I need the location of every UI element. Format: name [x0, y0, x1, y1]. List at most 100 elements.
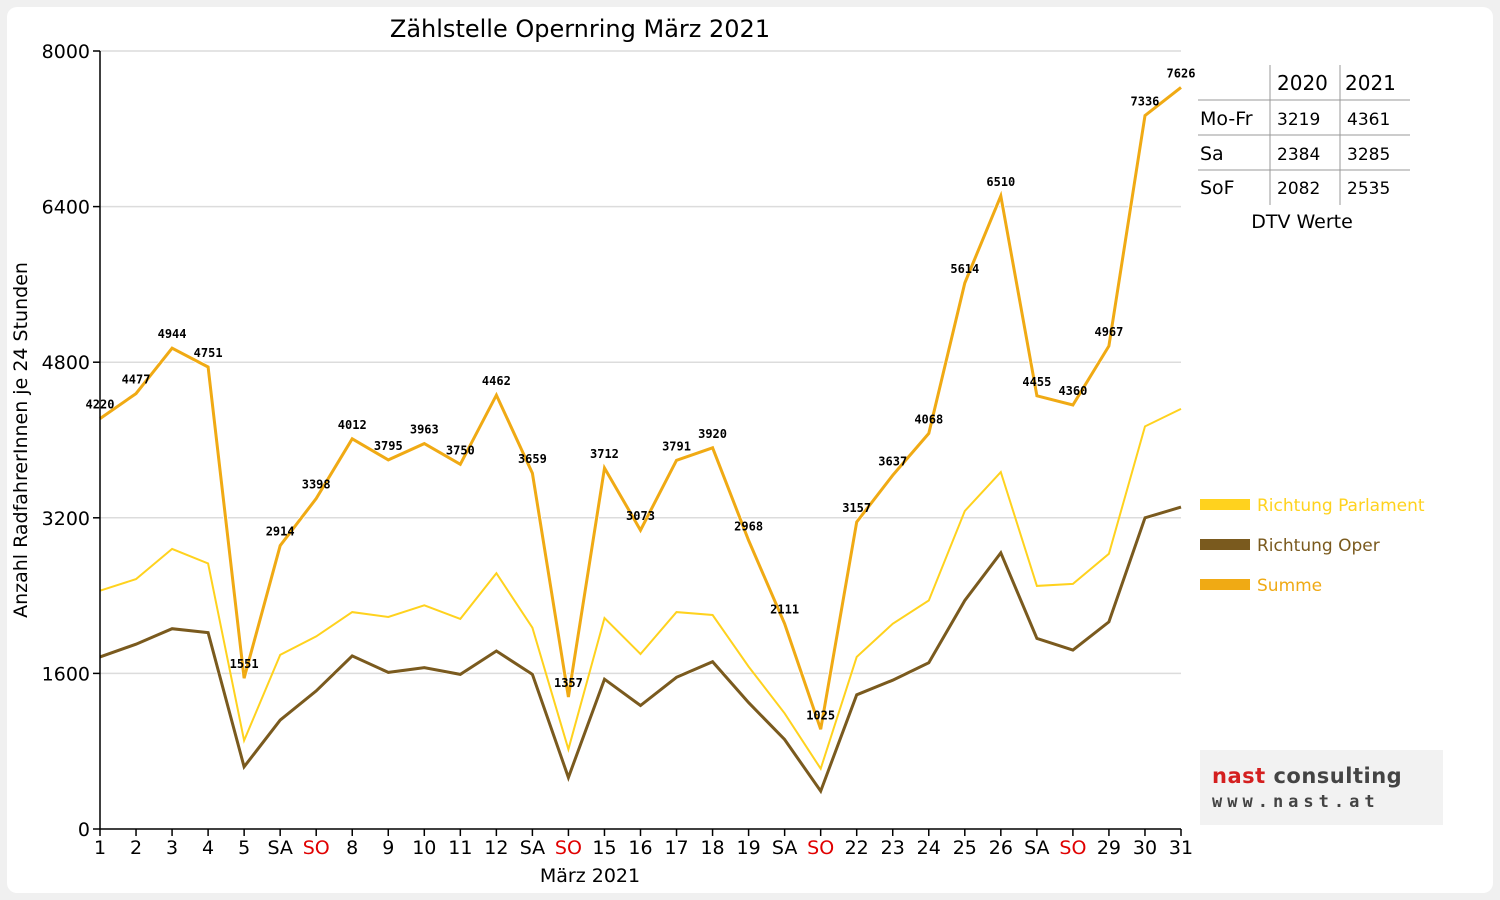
y-axis-label: Anzahl RadfahrerInnen je 24 Stunden — [10, 262, 32, 618]
x-tick-label: 22 — [845, 837, 869, 859]
logo-name: nast consulting — [1212, 764, 1402, 788]
y-tick-labels: 0 1600 3200 4800 6400 8000 — [42, 41, 90, 841]
data-labels: 4220 4477 4944 4751 1551 2914 3398 4012 3795 3963… — [86, 66, 1196, 722]
dtv-cell: 2082 — [1277, 179, 1320, 199]
data-label: 3750 — [446, 443, 475, 457]
gridlines — [100, 50, 1181, 675]
logo-name-part2: consulting — [1265, 764, 1403, 788]
data-label: 7336 — [1131, 95, 1160, 109]
series-line — [99, 505, 1182, 795]
data-label: 2111 — [770, 603, 799, 617]
x-tick-label: SO — [555, 837, 582, 859]
dtv-cell: 3219 — [1277, 110, 1320, 130]
x-tick-labels: 1 2 3 4 5 SA SO 8 9 10 11 12 SA SO 15 16 17 18 19 SA SO 22 23 2… — [94, 837, 1193, 859]
data-label: 3659 — [518, 452, 547, 466]
x-tick-label: 4 — [202, 837, 214, 859]
y-tick-label: 6400 — [42, 197, 90, 219]
axes — [93, 50, 1182, 836]
chart-panel — [7, 7, 1493, 893]
x-tick-label: 10 — [412, 837, 436, 859]
dtv-caption: DTV Werte — [1251, 211, 1353, 233]
data-label: 4477 — [122, 373, 151, 387]
legend-label: Richtung Parlament — [1257, 496, 1425, 516]
x-tick-label: 31 — [1169, 837, 1193, 859]
data-label: 2968 — [734, 519, 763, 533]
dtv-table: 2020 2021 Mo-Fr 3219 4361 Sa 2384 3285 S… — [1198, 65, 1410, 233]
y-tick-label: 0 — [78, 819, 90, 841]
data-label: 6510 — [986, 175, 1015, 189]
dtv-cell: 2384 — [1277, 145, 1320, 165]
legend-swatch — [1200, 579, 1250, 590]
data-label: 3795 — [374, 439, 403, 453]
x-tick-label: 8 — [346, 837, 358, 859]
x-tick-label: 9 — [382, 837, 394, 859]
data-label: 1025 — [806, 708, 835, 722]
y-tick-label: 3200 — [42, 508, 90, 530]
x-tick-label: SO — [303, 837, 330, 859]
dtv-cell: 2535 — [1347, 179, 1390, 199]
dtv-header-2021: 2021 — [1345, 71, 1396, 95]
series-line-halo — [99, 504, 1182, 796]
data-label: 1551 — [230, 657, 259, 671]
legend-swatch — [1200, 539, 1250, 550]
x-tick-label: 25 — [953, 837, 977, 859]
data-label: 4012 — [338, 418, 367, 432]
x-tick-label: 16 — [628, 837, 652, 859]
series-line-halo — [98, 85, 1183, 731]
data-label: 4068 — [914, 412, 943, 426]
data-label: 4751 — [194, 346, 223, 360]
dtv-row-label: Sa — [1200, 143, 1224, 165]
series-line — [99, 408, 1182, 772]
data-label: 2914 — [266, 525, 295, 539]
x-tick-label: 11 — [448, 837, 472, 859]
x-axis-label: März 2021 — [540, 865, 640, 887]
data-label: 3963 — [410, 423, 439, 437]
chart-title: Zählstelle Opernring März 2021 — [390, 15, 770, 43]
x-tick-label: 24 — [917, 837, 941, 859]
x-tick-label: 3 — [166, 837, 178, 859]
dtv-row-label: SoF — [1200, 177, 1235, 199]
legend: Richtung Parlament Richtung Oper Summe — [1200, 496, 1425, 596]
x-tick-label: 2 — [130, 837, 142, 859]
data-label: 3920 — [698, 427, 727, 441]
data-label: 3398 — [302, 478, 331, 492]
y-tick-label: 4800 — [42, 352, 90, 374]
data-label: 3073 — [626, 509, 655, 523]
data-label: 3637 — [878, 454, 907, 468]
legend-swatch — [1200, 499, 1250, 510]
x-tick-label: SA — [267, 837, 292, 859]
x-tick-label: SO — [1059, 837, 1086, 859]
x-tick-label: SO — [807, 837, 834, 859]
dtv-cell: 4361 — [1347, 110, 1390, 130]
data-label: 4360 — [1058, 384, 1087, 398]
data-label: 4462 — [482, 374, 511, 388]
data-label: 3157 — [842, 501, 871, 515]
x-tick-label: SA — [1024, 837, 1049, 859]
x-tick-label: 5 — [238, 837, 250, 859]
x-tick-label: 18 — [700, 837, 724, 859]
dtv-row-label: Mo-Fr — [1200, 108, 1253, 130]
x-tick-label: 19 — [737, 837, 761, 859]
y-tick-label: 8000 — [42, 41, 90, 63]
data-label: 4220 — [86, 398, 115, 412]
data-label: 3791 — [662, 439, 691, 453]
x-tick-label: 26 — [989, 837, 1013, 859]
x-tick-label: SA — [772, 837, 797, 859]
dtv-header-2020: 2020 — [1277, 71, 1328, 95]
data-label: 4967 — [1094, 325, 1123, 339]
data-label: 4944 — [158, 327, 187, 341]
logo-url: www.nast.at — [1212, 792, 1380, 812]
y-tick-label: 1600 — [42, 663, 90, 685]
legend-label: Summe — [1257, 576, 1322, 596]
series-lines — [98, 85, 1183, 796]
x-tick-label: 1 — [94, 837, 106, 859]
dtv-cell: 3285 — [1347, 145, 1390, 165]
x-tick-label: 23 — [881, 837, 905, 859]
x-tick-label: 29 — [1097, 837, 1121, 859]
x-tick-label: SA — [520, 837, 545, 859]
x-tick-label: 17 — [664, 837, 688, 859]
logo-name-part1: nast — [1212, 764, 1266, 788]
x-tick-label: 12 — [484, 837, 508, 859]
